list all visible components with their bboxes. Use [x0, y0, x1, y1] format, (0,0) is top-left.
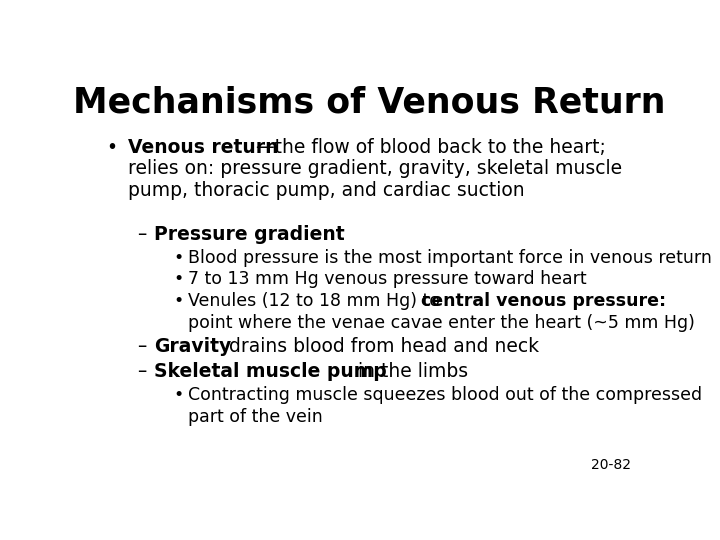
- Text: Venules (12 to 18 mm Hg) to: Venules (12 to 18 mm Hg) to: [188, 292, 445, 310]
- Text: point where the venae cavae enter the heart (~5 mm Hg): point where the venae cavae enter the he…: [188, 314, 695, 332]
- Text: •: •: [174, 248, 184, 267]
- Text: central venous pressure:: central venous pressure:: [421, 292, 666, 310]
- Text: –: –: [138, 338, 147, 356]
- Text: –: –: [138, 362, 147, 381]
- Text: •: •: [174, 292, 184, 310]
- Text: –: –: [138, 225, 147, 244]
- Text: relies on: pressure gradient, gravity, skeletal muscle: relies on: pressure gradient, gravity, s…: [128, 159, 622, 178]
- Text: Pressure gradient: Pressure gradient: [154, 225, 345, 244]
- Text: •: •: [107, 138, 118, 157]
- Text: 7 to 13 mm Hg venous pressure toward heart: 7 to 13 mm Hg venous pressure toward hea…: [188, 271, 586, 288]
- Text: •: •: [174, 386, 184, 404]
- Text: Blood pressure is the most important force in venous return: Blood pressure is the most important for…: [188, 248, 711, 267]
- Text: Gravity: Gravity: [154, 338, 231, 356]
- Text: 20-82: 20-82: [591, 458, 631, 472]
- Text: part of the vein: part of the vein: [188, 408, 323, 426]
- Text: Venous return: Venous return: [128, 138, 279, 157]
- Text: —the flow of blood back to the heart;: —the flow of blood back to the heart;: [256, 138, 606, 157]
- Text: •: •: [174, 271, 184, 288]
- Text: in the limbs: in the limbs: [352, 362, 468, 381]
- Text: Skeletal muscle pump: Skeletal muscle pump: [154, 362, 387, 381]
- Text: pump, thoracic pump, and cardiac suction: pump, thoracic pump, and cardiac suction: [128, 181, 525, 200]
- Text: Mechanisms of Venous Return: Mechanisms of Venous Return: [73, 85, 665, 119]
- Text: drains blood from head and neck: drains blood from head and neck: [223, 338, 539, 356]
- Text: Contracting muscle squeezes blood out of the compressed: Contracting muscle squeezes blood out of…: [188, 386, 702, 404]
